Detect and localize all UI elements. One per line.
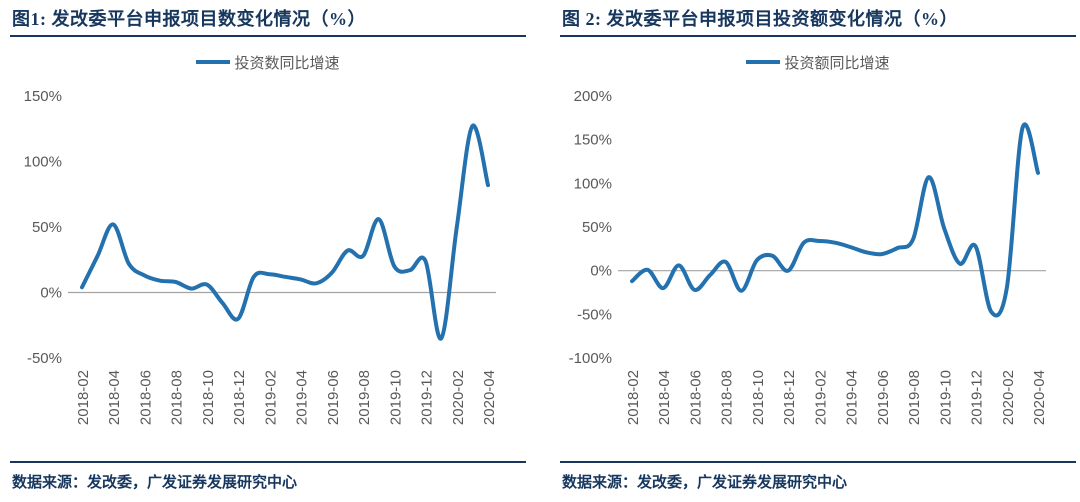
figure-2-legend: 投资额同比增速: [560, 52, 1076, 72]
svg-text:2020-04: 2020-04: [481, 370, 498, 425]
svg-text:2019-04: 2019-04: [844, 370, 861, 425]
svg-text:2018-10: 2018-10: [200, 370, 217, 425]
svg-text:-100%: -100%: [569, 350, 612, 367]
svg-text:2020-02: 2020-02: [1000, 370, 1017, 425]
figure-1-title: 图1: 发改委平台申报项目数变化情况（%）: [10, 2, 526, 37]
svg-text:2019-02: 2019-02: [262, 370, 279, 425]
svg-text:2018-04: 2018-04: [656, 370, 673, 425]
svg-text:2019-12: 2019-12: [419, 370, 436, 425]
figure-1-line-chart: 150% 100% 50% 0% -50% 2018-02 2018-04 2018-06 20…: [24, 88, 498, 425]
svg-text:2019-12: 2019-12: [969, 370, 986, 425]
svg-text:200%: 200%: [574, 88, 612, 105]
svg-text:2019-06: 2019-06: [875, 370, 892, 425]
svg-text:2019-06: 2019-06: [325, 370, 342, 425]
svg-text:2018-02: 2018-02: [625, 370, 642, 425]
svg-text:150%: 150%: [24, 88, 62, 105]
svg-text:2020-02: 2020-02: [450, 370, 467, 425]
svg-text:2019-02: 2019-02: [812, 370, 829, 425]
svg-text:-50%: -50%: [27, 350, 62, 367]
legend-line-swatch: [196, 60, 231, 64]
svg-text:2018-12: 2018-12: [781, 370, 798, 425]
svg-text:0%: 0%: [590, 263, 612, 280]
legend-series-label: 投资额同比增速: [784, 55, 890, 72]
svg-text:2018-04: 2018-04: [106, 370, 123, 425]
svg-text:2019-04: 2019-04: [294, 370, 311, 425]
svg-text:2020-04: 2020-04: [1031, 370, 1048, 425]
figure-1-panel: 图1: 发改委平台申报项目数变化情况（%） 投资数同比增速 150% 100% 50…: [10, 2, 526, 494]
svg-text:2019-08: 2019-08: [356, 370, 373, 425]
figure-1-legend: 投资数同比增速: [10, 52, 526, 72]
svg-text:0%: 0%: [40, 285, 62, 302]
figure-2-title: 图 2: 发改委平台申报项目投资额变化情况（%）: [560, 2, 1076, 37]
legend-line-swatch: [746, 60, 781, 64]
svg-text:150%: 150%: [574, 132, 612, 149]
svg-text:2018-02: 2018-02: [75, 370, 92, 425]
svg-text:2018-08: 2018-08: [169, 370, 186, 425]
svg-text:100%: 100%: [24, 154, 62, 171]
figure-2-line-chart: 200% 150% 100% 50% 0% -50% -100% 2018-02 2018-04…: [569, 88, 1048, 425]
svg-text:2018-06: 2018-06: [688, 370, 705, 425]
svg-text:2018-12: 2018-12: [231, 370, 248, 425]
svg-text:2018-08: 2018-08: [719, 370, 736, 425]
figure-2-panel: 图 2: 发改委平台申报项目投资额变化情况（%） 投资额同比增速 200% 150…: [540, 0, 1080, 502]
svg-text:2019-10: 2019-10: [387, 370, 404, 425]
svg-text:2018-10: 2018-10: [750, 370, 767, 425]
svg-text:50%: 50%: [582, 219, 612, 236]
svg-text:2019-10: 2019-10: [937, 370, 954, 425]
svg-text:-50%: -50%: [577, 306, 612, 323]
svg-text:2018-06: 2018-06: [138, 370, 155, 425]
svg-text:2019-08: 2019-08: [906, 370, 923, 425]
svg-text:50%: 50%: [32, 219, 62, 236]
figure-1-source-note: 数据来源：发改委，广发证券发展研究中心: [10, 461, 526, 494]
svg-text:100%: 100%: [574, 175, 612, 192]
legend-series-label: 投资数同比增速: [234, 55, 340, 72]
figure-2-source-note: 数据来源：发改委，广发证券发展研究中心: [560, 461, 1076, 494]
